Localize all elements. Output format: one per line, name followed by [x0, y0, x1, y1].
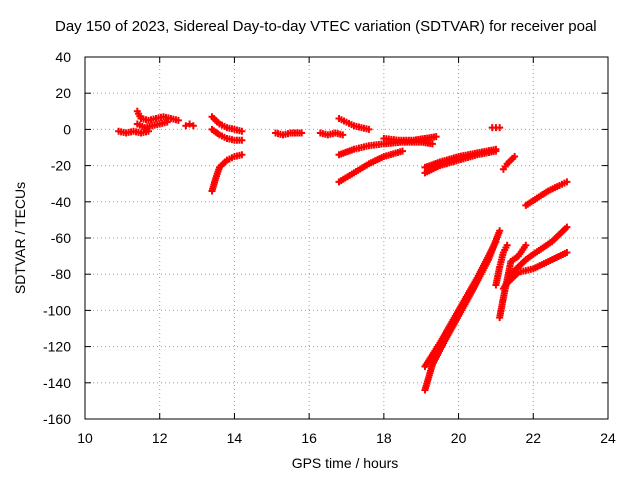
- data-point: [522, 241, 530, 249]
- series-arc-24: [522, 178, 571, 209]
- x-tick-label: 18: [376, 430, 392, 446]
- data-point: [496, 227, 504, 235]
- series-arc-13: [380, 133, 440, 144]
- data-point: [563, 223, 571, 231]
- x-tick-label: 16: [301, 430, 317, 446]
- x-tick-label: 20: [451, 430, 467, 446]
- y-tick-label: -120: [43, 339, 71, 355]
- x-tick-label: 12: [152, 430, 168, 446]
- series-arc-23: [503, 248, 571, 287]
- data-point: [182, 122, 190, 130]
- data-point: [503, 241, 511, 249]
- data-point: [238, 151, 246, 159]
- data-point: [163, 118, 171, 126]
- data-point: [428, 140, 436, 148]
- data-point: [511, 153, 519, 161]
- data-point: [563, 178, 571, 186]
- series-arc-21: [492, 241, 511, 289]
- x-tick-label: 22: [525, 430, 541, 446]
- series-arc-17: [499, 153, 519, 173]
- data-point: [174, 116, 182, 124]
- series-arc-1: [115, 127, 153, 137]
- series-arc-2: [133, 107, 182, 124]
- data-point: [365, 125, 373, 133]
- y-tick-label: -20: [51, 158, 71, 174]
- y-tick-label: -40: [51, 194, 71, 210]
- data-point: [238, 136, 246, 144]
- y-tick-label: -160: [43, 411, 71, 427]
- series-arc-5: [208, 113, 246, 135]
- y-tick-label: -80: [51, 266, 71, 282]
- x-axis-label: GPS time / hours: [291, 455, 399, 471]
- y-tick-label: 40: [55, 49, 71, 65]
- y-axis-label: SDTVAR / TECUs: [12, 181, 28, 295]
- y-tick-label: -60: [51, 230, 71, 246]
- y-tick-label: 20: [55, 85, 71, 101]
- axes: [84, 56, 609, 420]
- series-arc-4: [182, 120, 197, 130]
- data-point: [186, 120, 194, 128]
- data-point: [432, 133, 440, 141]
- series-arc-6: [208, 125, 246, 144]
- x-tick-label: 14: [227, 430, 243, 446]
- series-arc-10: [335, 115, 373, 133]
- y-tick-label: -140: [43, 375, 71, 391]
- data-point: [492, 238, 500, 246]
- series-arc-9: [316, 129, 347, 139]
- data-point: [492, 145, 500, 153]
- data-point: [496, 124, 504, 132]
- data-point: [563, 248, 571, 256]
- data-point: [399, 147, 407, 155]
- data-points: [115, 107, 571, 394]
- chart-title: Day 150 of 2023, Sidereal Day-to-day VTE…: [55, 18, 597, 35]
- data-point: [145, 127, 153, 135]
- y-tick-label: 0: [63, 121, 71, 137]
- series-arc-15: [421, 145, 500, 171]
- series-arc-3: [133, 118, 171, 132]
- series-arc-12: [335, 147, 407, 186]
- y-tick-label: -100: [43, 302, 71, 318]
- series-arc-19: [421, 238, 500, 371]
- data-point: [339, 131, 347, 139]
- tick-labels: 10 12 14 16 18 20 22 24 40 20 0 -20 -40 -60 -80 -100 -12…: [43, 49, 616, 446]
- data-point: [238, 127, 246, 135]
- data-point: [189, 122, 197, 130]
- x-tick-label: 24: [600, 430, 616, 446]
- series-arc-8: [272, 129, 306, 139]
- data-point: [298, 129, 306, 137]
- grid-lines: [85, 57, 608, 419]
- series-arc-7: [208, 151, 246, 195]
- x-tick-label: 10: [77, 430, 93, 446]
- series-arc-16: [488, 124, 504, 132]
